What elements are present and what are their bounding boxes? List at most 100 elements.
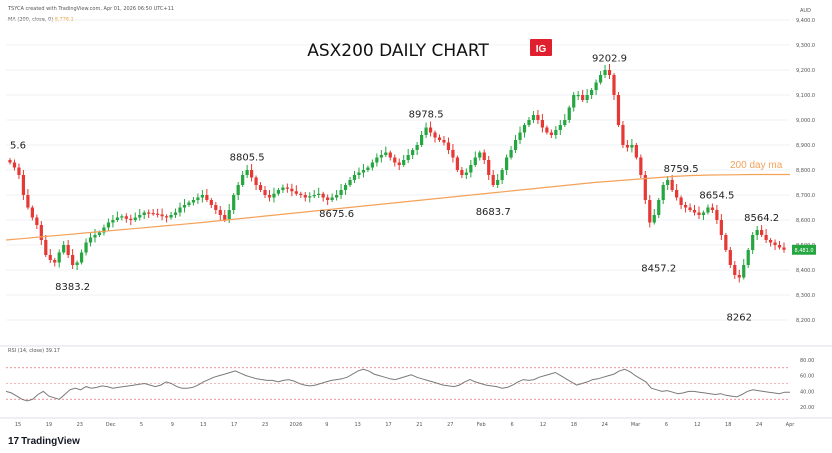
candle-body: [312, 195, 316, 197]
candle-body: [214, 205, 218, 210]
price-axis-tick-label: 8,800.0: [796, 168, 815, 174]
currency-label: AUD: [800, 8, 811, 14]
candle-body: [169, 215, 173, 218]
candle-body: [53, 260, 57, 263]
price-annotation: 8457.2: [641, 264, 676, 275]
candle-body: [160, 214, 164, 217]
price-axis-tick-label: 8,900.0: [796, 143, 815, 149]
candle-body: [339, 190, 343, 195]
x-axis-tick-label: 24: [602, 422, 608, 428]
candle-body: [455, 157, 460, 170]
candle-body: [17, 167, 21, 175]
candle-body: [133, 217, 137, 220]
x-axis-tick-label: 12: [540, 422, 546, 428]
x-axis-tick-label: 13: [200, 422, 206, 428]
candle-body: [773, 242, 777, 245]
candle-body: [424, 127, 428, 135]
candle-body: [352, 175, 357, 180]
ma-200-line: [5, 173, 790, 241]
price-axis-tick-label: 9,400.0: [796, 18, 815, 24]
tradingview-logo: 17 TradingView: [8, 436, 80, 447]
price-annotation: 8805.5: [230, 153, 265, 164]
candle-body: [120, 216, 124, 218]
x-axis-tick-label: 6: [665, 422, 668, 428]
x-axis-tick-label: 19: [46, 422, 52, 428]
candle-body: [343, 185, 348, 190]
price-axis-tick-label: 8,700.0: [796, 193, 815, 199]
candle-body: [724, 235, 728, 250]
candle-body: [670, 180, 674, 190]
x-axis-tick-label: 13: [354, 422, 360, 428]
candle-body: [522, 125, 527, 133]
candle-body: [634, 145, 638, 158]
candle-body: [111, 220, 115, 223]
candle-body: [223, 215, 227, 220]
candle-body: [648, 200, 652, 223]
candle-body: [375, 157, 379, 163]
candle-body: [178, 207, 182, 213]
candle-body: [66, 245, 70, 255]
candle-body: [598, 75, 603, 83]
candle-body: [549, 132, 553, 135]
candle-body: [683, 205, 688, 208]
candle-body: [751, 235, 755, 250]
candle-body: [75, 262, 79, 265]
candle-body: [361, 170, 366, 173]
candle-body: [473, 157, 477, 165]
price-axis-tick-label: 9,200.0: [796, 68, 815, 74]
candle-body: [621, 125, 625, 145]
tradingview-logo-text: TradingView: [21, 436, 80, 447]
candle-body: [124, 216, 128, 219]
candle-body: [733, 265, 737, 275]
candle-body: [563, 120, 567, 125]
candle-body: [388, 152, 392, 158]
candle-body: [513, 140, 518, 150]
candle-body: [755, 230, 759, 235]
candle-body: [768, 240, 773, 243]
price-axis-tick-label: 9,000.0: [796, 118, 815, 124]
tradingview-logo-icon: 17: [8, 436, 20, 447]
candle-body: [437, 137, 442, 140]
candle-body: [147, 212, 151, 214]
candle-body: [191, 200, 196, 203]
candle-body: [643, 175, 647, 200]
candle-body: [254, 177, 258, 185]
candle-body: [692, 210, 697, 213]
candle-body: [679, 197, 683, 205]
candle-body: [285, 187, 289, 189]
candle-body: [164, 216, 169, 218]
candle-body: [491, 175, 495, 185]
x-axis-tick-label: 2026: [290, 422, 303, 428]
candle-body: [545, 127, 549, 133]
candle-body: [710, 207, 715, 210]
candle-body: [151, 213, 155, 215]
candle-body: [205, 195, 209, 200]
candle-body: [281, 187, 285, 190]
candle-body: [652, 215, 656, 223]
candle-body: [8, 160, 12, 163]
candle-body: [294, 191, 298, 194]
candle-body: [272, 193, 276, 198]
x-axis-tick-label: 9: [325, 422, 328, 428]
candle-body: [187, 202, 191, 205]
candle-body: [88, 237, 93, 243]
candle-body: [594, 82, 598, 90]
candle-body: [290, 188, 294, 192]
candle-body: [348, 180, 352, 185]
candle-body: [603, 70, 607, 75]
candle-body: [357, 172, 361, 175]
candle-body: [572, 95, 576, 108]
candle-body: [411, 150, 415, 155]
rsi-axis-tick-label: 40.00: [800, 389, 814, 395]
price-annotation: 5.6: [10, 140, 26, 151]
candle-body: [384, 152, 388, 155]
price-annotation: 8978.5: [409, 109, 444, 120]
candle-body: [236, 185, 240, 195]
x-axis-tick-label: Mar: [631, 422, 641, 428]
candle-body: [581, 95, 585, 100]
ma-200-label: 200 day ma: [730, 160, 783, 171]
candle-body: [232, 195, 236, 210]
candle-body: [379, 155, 383, 158]
candle-body: [102, 227, 106, 233]
